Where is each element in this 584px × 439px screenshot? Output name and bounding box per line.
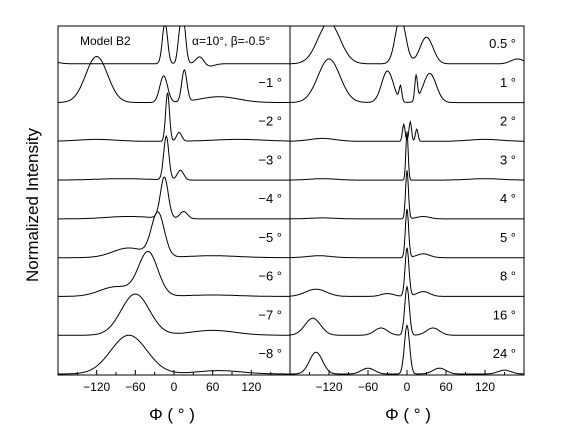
- trace-label-0-3: −3 °: [258, 152, 282, 167]
- trace-label-0-7: −7 °: [258, 307, 282, 322]
- x-tick-label-1-0: −120: [315, 380, 342, 394]
- trace-label-1-1: 1 °: [500, 75, 516, 90]
- trace-label-1-8: 24 °: [493, 346, 516, 361]
- labels: −1 ° −2 ° −3 ° −4 ° −5 ° −6 ° −7 ° −8 ° 0.5 ° 1 °…: [258, 36, 516, 361]
- trace-label-1-4: 4 °: [500, 191, 516, 206]
- trace-1-8: [290, 324, 525, 375]
- trace-label-0-6: −6 °: [258, 269, 282, 284]
- trace-0-2: [58, 92, 290, 142]
- trace-label-0-5: −5 °: [258, 230, 282, 245]
- plot-frames: [57, 25, 525, 376]
- trace-label-0-1: −1 °: [258, 75, 282, 90]
- trace-0-4: [58, 176, 290, 220]
- trace-1-6: [290, 247, 524, 297]
- trace-0-8: [58, 334, 290, 375]
- traces: [57, 25, 525, 375]
- ticks: −120 −60 0 60 120 −120 −60 0 60 120: [76, 370, 505, 394]
- trace-1-2: [290, 120, 524, 142]
- trace-label-1-6: 8 °: [500, 269, 516, 284]
- trace-label-1-5: 5 °: [500, 230, 516, 245]
- trace-1-0: [290, 25, 525, 65]
- y-axis-label: Normalized Intensity: [23, 128, 42, 283]
- x-axis-label-left: Φ ( ° ): [149, 405, 195, 424]
- x-tick-label-0-3: 60: [206, 380, 220, 394]
- x-axis-label-right: Φ ( ° ): [385, 405, 431, 424]
- trace-1-7: [289, 284, 524, 336]
- trace-label-0-8: −8 °: [258, 346, 282, 361]
- trace-0-1: [57, 55, 290, 103]
- trace-label-1-3: 3 °: [500, 152, 516, 167]
- trace-0-6: [58, 250, 290, 297]
- x-tick-label-0-0: −120: [83, 380, 110, 394]
- trace-1-1: [289, 58, 524, 104]
- trace-label-1-2: 2 °: [500, 114, 516, 129]
- parameters-label: α=10°, β=-0.5°: [192, 34, 270, 48]
- trace-1-5: [290, 208, 524, 259]
- trace-label-0-4: −4 °: [258, 191, 282, 206]
- x-tick-label-1-3: 60: [439, 380, 453, 394]
- trace-label-1-0: 0.5 °: [489, 36, 516, 51]
- x-tick-label-0-2: 0: [171, 380, 178, 394]
- trace-1-4: [290, 170, 524, 220]
- x-tick-label-1-2: 0: [404, 380, 411, 394]
- trace-label-1-7: 16 °: [493, 307, 516, 322]
- trace-0-3: [58, 134, 290, 181]
- trace-0-5: [58, 211, 290, 259]
- trace-0-0: [57, 25, 290, 67]
- x-tick-label-1-1: −60: [358, 380, 379, 394]
- x-tick-label-1-4: 120: [475, 380, 495, 394]
- plot-frame: [57, 25, 525, 376]
- x-tick-label-0-4: 120: [241, 380, 261, 394]
- x-tick-label-0-1: −60: [125, 380, 146, 394]
- trace-label-0-2: −2 °: [258, 114, 282, 129]
- trace-1-3: [290, 131, 524, 181]
- trace-0-7: [58, 293, 290, 336]
- model-label: Model B2: [80, 34, 131, 48]
